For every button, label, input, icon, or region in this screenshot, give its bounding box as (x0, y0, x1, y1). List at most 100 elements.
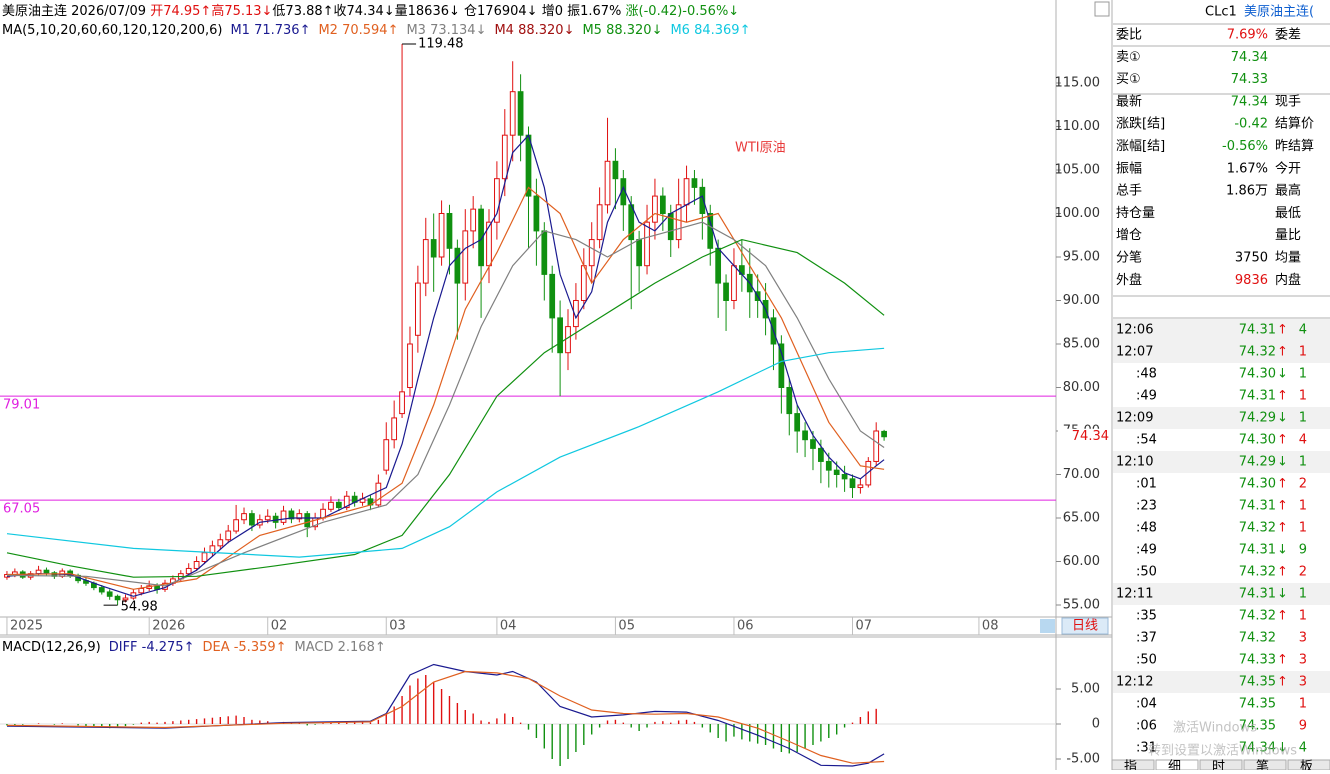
candle-body (501, 134, 508, 180)
indicator-line (6, 663, 885, 767)
trade-volume: 2 (1299, 565, 1307, 580)
candle-body (201, 552, 208, 562)
trade-price: 74.32 (1239, 565, 1276, 580)
trade-time: 12:07 (1116, 345, 1153, 360)
candle-body (818, 447, 824, 462)
period-button[interactable] (1061, 617, 1109, 635)
tab-label[interactable]: 时 (1212, 760, 1225, 774)
quote-code: CLc1 (1205, 5, 1237, 20)
trade-price: 74.35 (1239, 675, 1276, 690)
trade-volume: 4 (1299, 433, 1307, 448)
trade-dir: ↓ (1277, 587, 1288, 602)
ma_legend-item: M4 88.320↓ (494, 23, 574, 38)
trade-time: :49 (1136, 543, 1157, 558)
ma_legend-item: M6 84.369↑ (670, 23, 750, 38)
trade-price: 74.31 (1239, 543, 1276, 558)
trade-price: 74.32 (1239, 609, 1276, 624)
quote-label: 涨幅[结] (1116, 139, 1165, 154)
header-item: 振1.67% (567, 4, 625, 19)
x-tick-label: 2026 (152, 619, 185, 634)
trade-dir: ↑ (1277, 609, 1288, 624)
candle-body (857, 484, 864, 489)
trade-price: 74.32 (1239, 631, 1276, 646)
indicator-line (6, 238, 885, 578)
candle-body (849, 478, 856, 489)
y-tick-label: 85.00 (1063, 336, 1100, 351)
macd_legend-item: MACD(12,26,9) (2, 640, 101, 655)
trade-dir: ↑ (1277, 565, 1288, 580)
x-tick-label: 06 (737, 619, 754, 634)
quote-label2: 内盘 (1275, 272, 1301, 288)
x-tick-label: 04 (500, 619, 517, 634)
candle-body (652, 195, 658, 223)
x-tick-label: 05 (618, 619, 635, 634)
trade-dir: ↑ (1277, 477, 1288, 492)
candle-body (494, 178, 500, 223)
scroll-box[interactable] (1040, 619, 1055, 633)
header-item: 开74.95↑ (150, 4, 211, 19)
trade-time: :23 (1136, 499, 1157, 514)
candle-body (723, 282, 729, 301)
candle-body (778, 343, 785, 388)
quote-label: 增仓 (1116, 228, 1142, 243)
candle-body (699, 186, 706, 214)
watermark: 激活Windows (1173, 721, 1257, 736)
tab-label[interactable]: 笔 (1256, 759, 1269, 774)
candle-body (588, 239, 595, 267)
trade-time: :54 (1136, 433, 1157, 448)
quote-label: 卖① (1116, 50, 1141, 65)
quote-value: 74.33 (1231, 72, 1268, 87)
trade-dir: ↑ (1277, 433, 1288, 448)
quote-label: 振幅 (1116, 161, 1142, 176)
reference-label: 79.01 (3, 398, 40, 413)
tab-label[interactable]: 板 (1300, 760, 1313, 774)
indicator-line (6, 134, 885, 597)
trade-time: :06 (1136, 719, 1157, 734)
trade-price: 74.31 (1239, 389, 1276, 404)
trade-volume: 1 (1299, 587, 1307, 602)
reference-label: 67.05 (3, 502, 40, 517)
candle-body (841, 473, 848, 480)
quote-label2: 最低 (1275, 206, 1301, 221)
tab-label[interactable]: 指 (1124, 760, 1137, 774)
trade-dir: ↓ (1277, 543, 1288, 558)
trade-price: 74.32 (1239, 521, 1276, 536)
quote-label: 总手 (1116, 184, 1142, 199)
ma_legend-item: M1 71.736↑ (230, 23, 310, 38)
y-tick-label: -5.00 (1066, 752, 1100, 767)
trade-time: :35 (1136, 609, 1157, 624)
candle-body (280, 510, 287, 523)
ma_legend-item: M2 70.594↑ (318, 23, 398, 38)
trade-volume: 2 (1299, 477, 1307, 492)
candle-body (786, 386, 793, 415)
candle-body (596, 204, 603, 241)
quote-value: 1.86万 (1226, 184, 1268, 199)
header-item: 高75.13↓ (211, 3, 272, 19)
y-tick-label: 5.00 (1071, 682, 1100, 697)
trade-time: :37 (1136, 631, 1157, 646)
trade-time: :49 (1136, 389, 1157, 404)
corner-icon[interactable] (1094, 1, 1110, 17)
candle-body (106, 591, 113, 597)
candle-body (478, 208, 484, 267)
trade-row-bg (1113, 583, 1330, 605)
candle-body (825, 460, 832, 471)
header-item: 涨(-0.42)-0.56%↓ (626, 4, 740, 19)
y-tick-label: 60.00 (1063, 554, 1100, 569)
candle-body (343, 495, 350, 509)
tab-label[interactable]: 细 (1168, 760, 1181, 774)
trade-volume: 9 (1299, 543, 1307, 558)
candle-body (881, 430, 887, 438)
y-tick-label: 55.00 (1063, 597, 1100, 612)
candle-body (272, 515, 279, 523)
candle-body (675, 204, 682, 241)
candle-body (659, 195, 666, 214)
trade-time: 12:11 (1116, 587, 1153, 602)
y-tick-label: 80.00 (1063, 380, 1100, 395)
candle-body (407, 343, 413, 388)
candle-body (541, 230, 548, 275)
header-item: 美原油主连 2026/07/09 (2, 3, 150, 19)
candle-body (422, 239, 429, 284)
candle-body (98, 587, 105, 593)
header-item: 收74.34↓ (334, 4, 395, 19)
